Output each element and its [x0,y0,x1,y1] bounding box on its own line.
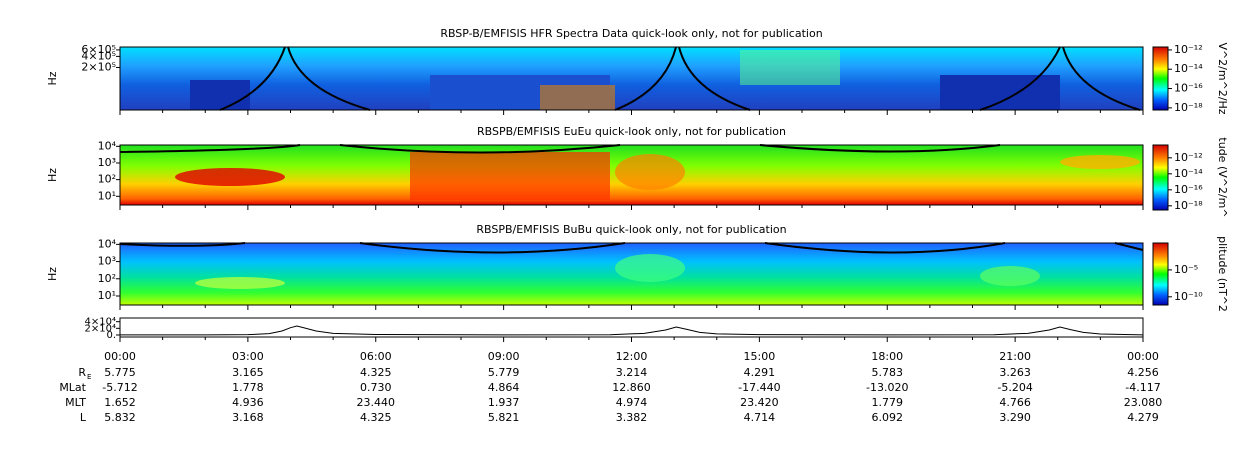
y-tick-label: 2×10⁵ [81,60,116,73]
ephemeris-value: 5.783 [872,366,904,379]
panel-title: RBSP-B/EMFISIS HFR Spectra Data quick-lo… [440,27,822,40]
y-tick-label: 4×10⁵ [81,49,116,62]
time-label: 15:00 [744,350,776,363]
y-axis-label: Hz [46,168,59,182]
y-axis-label: Hz [46,267,59,281]
colorbar-tick-label: 10⁻¹² [1174,151,1203,164]
ephemeris-value: 4.974 [616,396,648,409]
panel-title: RBSPB/EMFISIS EuEu quick-look only, not … [477,125,786,138]
ephemeris-value: 5.779 [488,366,520,379]
colorbar-label: V^2/m^2/Hz [1216,42,1229,114]
ephemeris-value: 4.291 [744,366,776,379]
y-tick-label: 10¹ [98,289,116,302]
time-label: 09:00 [488,350,520,363]
ephemeris-value: 3.168 [232,411,264,424]
ephemeris-value: 4.256 [1127,366,1159,379]
ephemeris-value: -5.712 [102,381,137,394]
time-label: 00:00 [1127,350,1159,363]
colorbar-tick-label: 10⁻⁵ [1174,263,1198,276]
y-tick-label: 0. [106,330,116,341]
ephemeris-value: 3.214 [616,366,648,379]
ephemeris-value: 3.263 [999,366,1031,379]
ephemeris-value: 23.420 [740,396,779,409]
ephemeris-value: 4.936 [232,396,264,409]
colorbar-tick-label: 10⁻¹⁰ [1174,290,1203,303]
colorbar-fill [1153,47,1168,305]
ephemeris-value: 3.382 [616,411,648,424]
ephemeris-value: 3.165 [232,366,264,379]
spectrogram-fill [120,47,1143,305]
colorbar-tick-label: 10⁻¹⁴ [1174,62,1203,75]
y-tick-label: 4×10⁴ [85,317,116,328]
ephemeris-value: 4.325 [360,366,392,379]
ephemeris-value: -4.117 [1125,381,1160,394]
ephemeris-label: R [78,366,86,379]
y-axis-label: Hz [46,71,59,85]
ephemeris-value: 1.652 [104,396,136,409]
ephemeris-value: -13.020 [866,381,908,394]
time-label: 00:00 [104,350,136,363]
y-tick-label: 2×10⁴ [85,323,116,334]
ephemeris-value: 5.775 [104,366,136,379]
panel-title: RBSPB/EMFISIS BuBu quick-look only, not … [476,223,786,236]
ephemeris-value: 5.832 [104,411,136,424]
y-tick-label: 10² [98,173,116,186]
y-tick-label: 10³ [98,255,116,268]
colorbar-frame [1152,242,1169,306]
y-tick-label: 10³ [98,156,116,169]
colorbar-tick-label: 10⁻¹⁴ [1174,167,1203,180]
colorbar-tick-label: 10⁻¹⁸ [1174,199,1203,212]
ephemeris-value: -17.440 [738,381,780,394]
ephemeris-value: 4.766 [999,396,1031,409]
ephemeris-value: 1.778 [232,381,264,394]
ephemeris-value: 1.779 [872,396,904,409]
time-label: 21:00 [999,350,1031,363]
ephemeris-value: 3.290 [999,411,1031,424]
ephemeris-value: 12.860 [612,381,651,394]
time-label: 03:00 [232,350,264,363]
colorbar-label: tude (V^2/m^ [1216,137,1229,217]
colorbar-frame [1152,144,1169,211]
y-tick-label: 10² [98,272,116,285]
time-label: 18:00 [871,350,903,363]
ephemeris-label: MLT [65,396,86,409]
colorbar-label: plitude (nT^2 [1216,236,1229,312]
ephemeris-value: 4.325 [360,411,392,424]
ephemeris-value: 5.821 [488,411,520,424]
ephemeris-label: L [80,411,87,424]
ephemeris-value: 0.730 [360,381,392,394]
colorbar-tick-label: 10⁻¹⁶ [1174,82,1203,95]
ephemeris-value: 6.092 [872,411,904,424]
ephemeris-value: 1.937 [488,396,520,409]
ephemeris-value: -5.204 [997,381,1032,394]
ephemeris-value: 4.279 [1127,411,1159,424]
colorbar-tick-label: 10⁻¹⁸ [1174,101,1203,114]
ephemeris-value: 23.080 [1124,396,1163,409]
y-tick-label: 10⁴ [98,237,117,250]
time-label: 06:00 [360,350,392,363]
colorbar-tick-label: 10⁻¹² [1174,43,1203,56]
ephemeris-label: MLat [59,381,86,394]
y-tick-label: 10¹ [98,189,116,202]
ephemeris-value: 23.440 [357,396,396,409]
y-tick-label: 10⁴ [98,139,117,152]
ephemeris-value: 4.714 [744,411,776,424]
time-label: 12:00 [616,350,648,363]
y-tick-label: 6×10⁵ [81,43,116,56]
ephemeris-value: 4.864 [488,381,520,394]
colorbar-frame [1152,46,1169,111]
cyclotron-curve [119,46,1144,254]
trace-line [119,325,1144,336]
ephemeris-label-sub: E [87,373,91,381]
colorbar-tick-label: 10⁻¹⁶ [1174,183,1203,196]
